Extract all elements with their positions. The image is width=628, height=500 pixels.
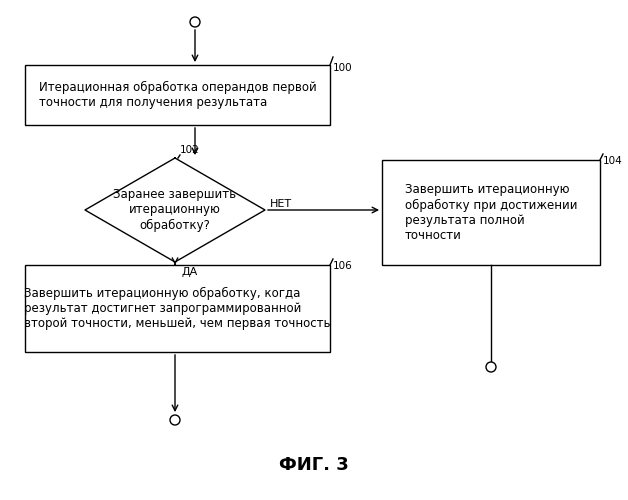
Text: Завершить итерационную
обработку при достижении
результата полной
точности: Завершить итерационную обработку при дос… [405,184,577,242]
Text: Заранее завершить
итерационную
обработку?: Заранее завершить итерационную обработку… [114,188,237,232]
Text: ФИГ. 3: ФИГ. 3 [279,456,349,474]
Text: Итерационная обработка операндов первой
точности для получения результата: Итерационная обработка операндов первой … [39,81,317,109]
Text: Завершить итерационную обработку, когда
результат достигнет запрограммированной
: Завершить итерационную обработку, когда … [24,287,331,330]
Text: 106: 106 [333,261,353,271]
Text: ДА: ДА [181,267,197,277]
Text: НЕТ: НЕТ [270,199,292,209]
Text: 104: 104 [603,156,623,166]
FancyBboxPatch shape [382,160,600,265]
Circle shape [486,362,496,372]
FancyBboxPatch shape [25,65,330,125]
Polygon shape [85,158,265,262]
FancyBboxPatch shape [25,265,330,352]
Circle shape [190,17,200,27]
Text: 100: 100 [333,63,353,73]
Circle shape [170,415,180,425]
Text: 102: 102 [180,145,200,155]
